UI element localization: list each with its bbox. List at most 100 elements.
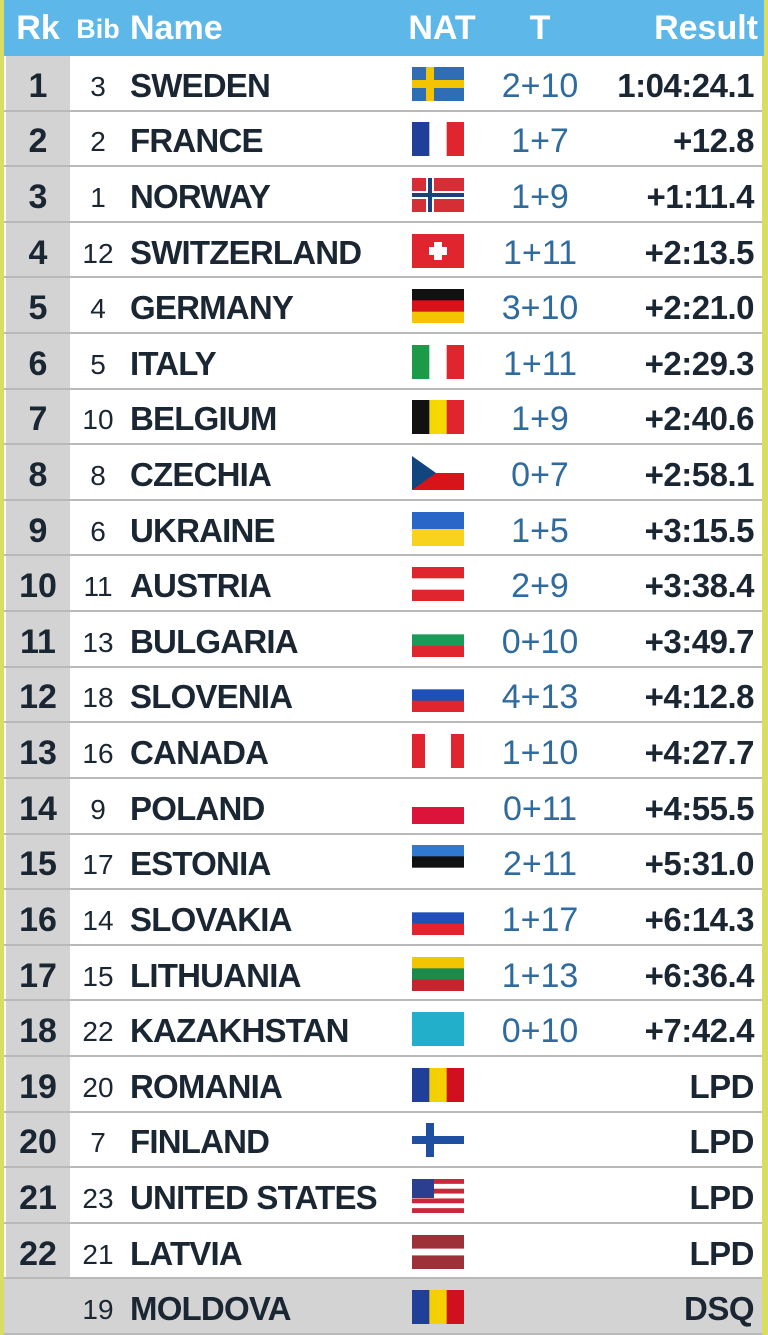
bib: 7 [90, 1127, 106, 1159]
flag-part [412, 789, 464, 808]
rank-cell [6, 334, 70, 388]
flag-part [412, 1290, 430, 1325]
result-row: 16 14 SLOVAKIA 1+17 +6:14.3 [4, 890, 762, 946]
flag-part [412, 1248, 464, 1256]
flag-part [412, 622, 464, 635]
result-row: 11 13 BULGARIA 0+10 +3:49.7 [4, 612, 762, 668]
result-row: 18 22 KAZAKHSTAN 0+10 +7:42.4 [4, 1001, 762, 1057]
rank: 2 [28, 122, 48, 161]
result-row: 6 5 ITALY 1+11 +2:29.3 [4, 334, 762, 390]
shooting: 0+7 [511, 456, 569, 495]
shooting: 2+9 [511, 567, 569, 606]
flag-part [412, 589, 464, 602]
shooting: 1+7 [511, 122, 569, 161]
flag-part [412, 1178, 464, 1185]
result: +4:55.5 [644, 789, 755, 827]
flag-part [412, 400, 430, 435]
bib: 3 [90, 70, 106, 102]
rank-cell [6, 500, 70, 555]
shooting: 0+11 [502, 789, 578, 828]
bib: 8 [90, 460, 106, 492]
rank: 21 [19, 1178, 57, 1217]
result: +2:21.0 [644, 289, 755, 327]
nation-name: POLAND [130, 789, 265, 827]
flag-part [412, 867, 464, 880]
flag [412, 1123, 464, 1158]
nation-name: BELGIUM [130, 400, 277, 438]
rank-cell [6, 445, 70, 499]
bib: 23 [82, 1182, 114, 1214]
flag [412, 678, 464, 713]
result-row: 17 15 LITHUANIA 1+13 +6:36.4 [4, 945, 762, 1002]
result: +2:13.5 [644, 233, 755, 271]
flag-part [412, 912, 464, 925]
result-row: 10 11 AUSTRIA 2+9 +3:38.4 [4, 556, 762, 613]
bib: 5 [90, 348, 106, 380]
flag-part [412, 1254, 464, 1263]
rank: 17 [19, 956, 57, 995]
flag-part [412, 300, 464, 313]
flag-part [412, 511, 464, 530]
result: +2:40.6 [644, 400, 755, 438]
flag [412, 400, 464, 435]
shooting: 2+11 [502, 845, 578, 884]
rank-cell [6, 389, 70, 444]
flag-part [429, 1290, 448, 1325]
result: DSQ [683, 1290, 755, 1328]
flag [412, 900, 464, 935]
flag-part [412, 1208, 464, 1213]
flag [412, 789, 464, 824]
shooting: 1+13 [501, 956, 579, 995]
result-row: 2 2 FRANCE 1+7 +12.8 [4, 111, 762, 168]
flag-part [412, 1193, 464, 1199]
flag-part [412, 193, 464, 197]
shooting: 1+17 [501, 900, 579, 939]
rank-cell [6, 778, 70, 833]
bib: 10 [82, 404, 114, 436]
rank: 11 [20, 622, 56, 661]
flag-part [412, 856, 464, 869]
flag-part [446, 1290, 464, 1325]
nation-name: LITHUANIA [130, 956, 301, 994]
nation-name: CANADA [130, 734, 269, 772]
result: +6:36.4 [644, 956, 755, 994]
shooting: 4+13 [501, 678, 579, 717]
flag-part [412, 1203, 464, 1209]
result: +2:29.3 [644, 344, 755, 382]
rank-cell [6, 167, 70, 221]
flag-part [429, 246, 447, 255]
flag-part [412, 1241, 464, 1249]
nation-name: ITALY [130, 344, 217, 382]
shooting: 0+10 [501, 622, 579, 661]
rank-cell [6, 945, 70, 1000]
flag-part [412, 1198, 464, 1204]
header-rk: Rk [16, 9, 60, 47]
nation-name: KAZAKHSTAN [130, 1012, 350, 1050]
flag-part [412, 456, 436, 491]
nation-name: UNITED STATES [130, 1178, 378, 1216]
flag-part [412, 1067, 430, 1102]
bib: 20 [82, 1071, 114, 1103]
rank: 20 [19, 1123, 57, 1162]
result: 1:04:24.1 [617, 66, 754, 104]
bib: 9 [90, 793, 106, 825]
flag [412, 622, 464, 657]
rank: 13 [19, 734, 57, 773]
result-row: 19 20 ROMANIA LPD [4, 1056, 762, 1113]
result: +3:38.4 [644, 567, 755, 605]
result-row: 20 7 FINLAND LPD [4, 1112, 762, 1169]
flag-part [412, 1234, 464, 1242]
result: LPD [689, 1178, 755, 1216]
flag-part [412, 311, 464, 324]
flag [412, 1234, 464, 1269]
result: +1:11.4 [646, 178, 754, 215]
flag [412, 1178, 464, 1213]
result-row: 3 1 NORWAY 1+9 +1:11.4 [4, 167, 762, 223]
flag-part [412, 289, 464, 302]
flag-part [412, 806, 464, 824]
rank: 5 [28, 289, 48, 328]
result-row: 4 12 SWITZERLAND 1+11 +2:13.5 [4, 222, 762, 279]
rank: 3 [28, 178, 48, 216]
flag [412, 178, 464, 212]
flag-part [412, 344, 430, 379]
